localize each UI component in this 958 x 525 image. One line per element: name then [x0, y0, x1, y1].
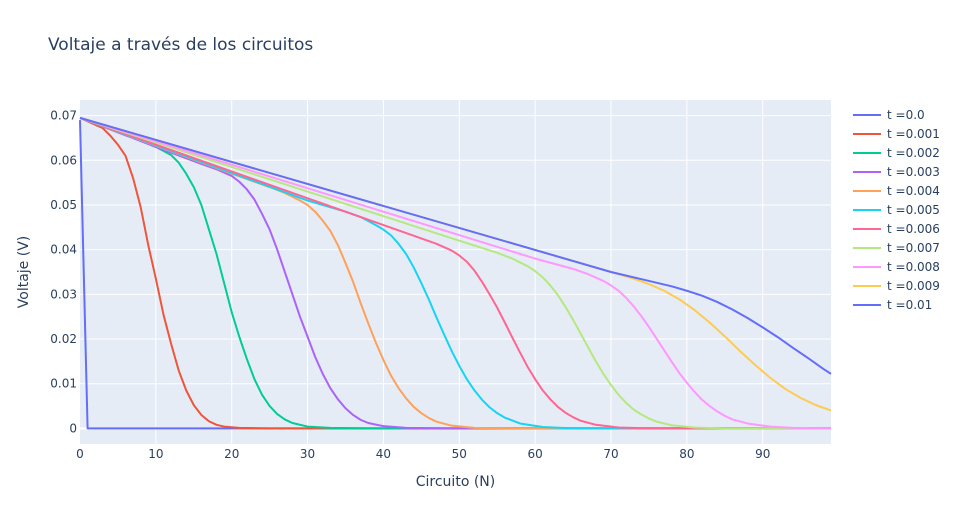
legend-item-label: t =0.004	[887, 184, 940, 198]
y-tick-label: 0.07	[50, 109, 77, 123]
x-axis-ticks: 0 10 20 30 40 50 60 70 80 90	[76, 447, 770, 461]
y-tick-label: 0.03	[50, 287, 77, 301]
legend: t =0.0 t =0.001 t =0.002 t =0.003 t =0.004 t …	[853, 108, 940, 312]
x-tick-label: 70	[603, 447, 618, 461]
x-tick-label: 50	[452, 447, 467, 461]
x-tick-label: 40	[376, 447, 391, 461]
legend-item-label: t =0.003	[887, 165, 940, 179]
chart-title: Voltaje a través de los circuitos	[48, 35, 313, 55]
legend-item-label: t =0.005	[887, 203, 940, 217]
legend-item-label: t =0.006	[887, 222, 940, 236]
y-tick-label: 0.05	[50, 198, 77, 212]
series-line	[79, 116, 831, 430]
legend-item-label: t =0.002	[887, 146, 940, 160]
legend-item-label: t =0.0	[887, 108, 925, 122]
x-tick-label: 0	[76, 447, 84, 461]
legend-item-label: t =0.008	[887, 260, 940, 274]
series-line	[79, 116, 831, 430]
x-tick-label: 20	[224, 447, 239, 461]
series-line	[79, 116, 831, 430]
series-line	[79, 116, 831, 430]
y-tick-label: 0.01	[50, 377, 77, 391]
legend-item-label: t =0.01	[887, 298, 932, 312]
series-lines	[79, 116, 832, 430]
series-line	[79, 116, 831, 430]
legend-item-label: t =0.001	[887, 127, 940, 141]
y-axis-ticks: 0 0.01 0.02 0.03 0.04 0.05 0.06 0.07	[50, 109, 77, 436]
y-tick-label: 0.06	[50, 153, 77, 167]
x-tick-label: 90	[755, 447, 770, 461]
x-tick-label: 10	[148, 447, 163, 461]
series-line	[79, 116, 831, 430]
x-tick-label: 60	[528, 447, 543, 461]
y-tick-label: 0.04	[50, 243, 77, 257]
y-tick-label: 0	[69, 421, 77, 435]
x-tick-label: 80	[679, 447, 694, 461]
y-axis-title: Voltaje (V)	[16, 236, 32, 308]
series-line	[79, 116, 832, 430]
x-tick-label: 30	[300, 447, 315, 461]
series-line	[79, 116, 831, 430]
y-tick-label: 0.02	[50, 332, 77, 346]
legend-item-label: t =0.009	[887, 279, 940, 293]
legend-item-label: t =0.007	[887, 241, 940, 255]
series-line	[79, 116, 832, 412]
series-line	[79, 116, 832, 375]
x-axis-title: Circuito (N)	[416, 474, 495, 490]
